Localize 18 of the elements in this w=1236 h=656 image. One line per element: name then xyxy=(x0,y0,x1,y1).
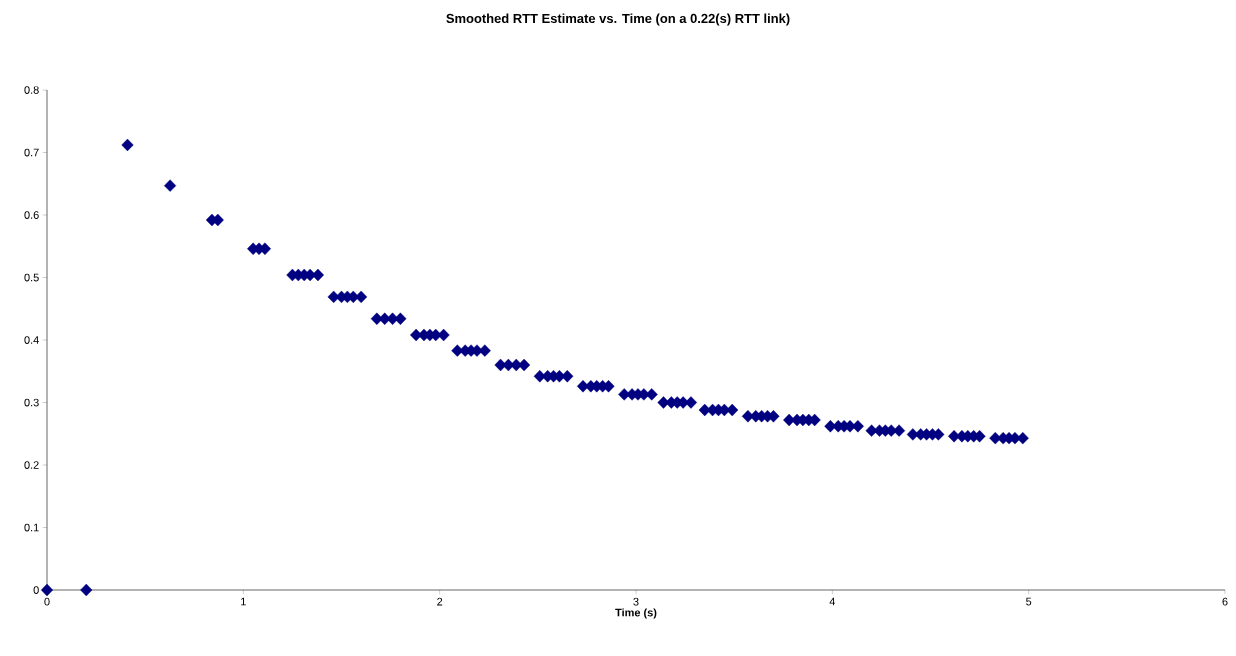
chart-title: Smoothed RTT Estimate vs. Time (on a 0.22(s) RTT link) xyxy=(446,13,790,26)
y-tick-label: 0.6 xyxy=(24,211,39,219)
y-tick-label: 0.4 xyxy=(24,336,39,344)
x-tick-label: 1 xyxy=(241,597,246,606)
x-tick-label: 2 xyxy=(437,597,443,606)
x-tick-label: 5 xyxy=(1026,597,1032,606)
y-tick-label: 0.2 xyxy=(24,461,39,469)
x-tick-label: 6 xyxy=(1222,597,1228,606)
y-tick-label: 0.7 xyxy=(24,148,39,157)
x-tick-label: 3 xyxy=(633,597,639,606)
x-axis-title: Time (s) xyxy=(615,608,657,619)
y-tick-label: 0.1 xyxy=(24,523,39,532)
y-tick-label: 0.5 xyxy=(24,273,39,282)
y-tick-label: 0 xyxy=(33,586,39,594)
x-tick-label: 4 xyxy=(829,597,836,606)
y-tick-label: 0.3 xyxy=(24,398,39,407)
x-tick-label: 0 xyxy=(44,597,50,606)
y-tick-label: 0.8 xyxy=(24,86,39,94)
